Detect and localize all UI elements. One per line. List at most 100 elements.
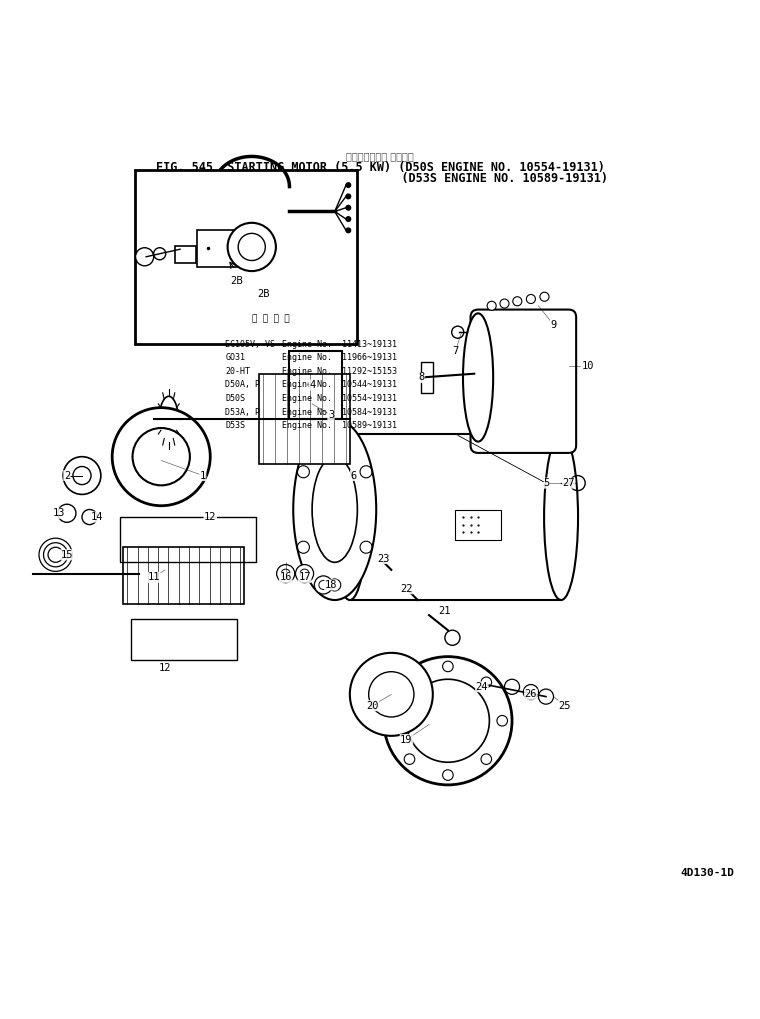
Text: 16: 16	[280, 573, 292, 583]
Circle shape	[345, 194, 351, 200]
Ellipse shape	[487, 302, 496, 311]
Ellipse shape	[540, 292, 549, 302]
Text: 17: 17	[299, 573, 311, 583]
Circle shape	[384, 656, 512, 785]
Circle shape	[538, 689, 553, 704]
Text: 25: 25	[559, 701, 571, 710]
Text: 2B: 2B	[230, 275, 243, 285]
Circle shape	[135, 248, 154, 266]
Circle shape	[481, 754, 492, 764]
Circle shape	[442, 661, 453, 672]
Text: (D53S ENGINE NO. 10589-19131): (D53S ENGINE NO. 10589-19131)	[152, 171, 608, 184]
Text: 11292~15153: 11292~15153	[342, 367, 397, 376]
Text: 10554~19131: 10554~19131	[342, 394, 397, 404]
Circle shape	[345, 182, 351, 189]
Circle shape	[112, 408, 211, 505]
Text: EC105V, VS: EC105V, VS	[225, 339, 275, 348]
Bar	[131, 619, 236, 660]
Text: Engine No.: Engine No.	[282, 367, 332, 376]
Text: Engine No.: Engine No.	[282, 339, 332, 348]
Text: 2B: 2B	[257, 289, 269, 300]
Text: 8: 8	[418, 373, 425, 382]
Text: 9: 9	[550, 320, 556, 330]
Ellipse shape	[333, 434, 367, 600]
Text: Engine No.: Engine No.	[282, 354, 332, 363]
Circle shape	[524, 685, 538, 700]
Text: Engine No.: Engine No.	[282, 408, 332, 417]
Text: スターティング モーター: スターティング モーター	[346, 151, 414, 161]
Text: 4: 4	[309, 380, 315, 390]
Bar	[198, 230, 239, 267]
Text: 20-HT: 20-HT	[225, 367, 250, 376]
Circle shape	[132, 428, 190, 485]
Bar	[350, 434, 561, 600]
Circle shape	[388, 715, 399, 726]
Text: 7: 7	[452, 346, 458, 356]
Text: 10589~19131: 10589~19131	[342, 421, 397, 430]
Text: 26: 26	[524, 689, 537, 699]
Circle shape	[345, 205, 351, 211]
Circle shape	[345, 216, 351, 222]
Text: 12: 12	[159, 663, 171, 673]
Circle shape	[227, 223, 276, 271]
Text: 18: 18	[325, 580, 337, 590]
Text: 27: 27	[562, 478, 575, 488]
Circle shape	[296, 565, 314, 583]
Bar	[123, 547, 244, 604]
Circle shape	[497, 715, 508, 726]
Circle shape	[277, 565, 295, 583]
Text: 11413~19131: 11413~19131	[342, 339, 397, 348]
Ellipse shape	[544, 434, 578, 600]
Circle shape	[345, 227, 351, 233]
Ellipse shape	[463, 314, 493, 441]
Circle shape	[63, 457, 101, 494]
Bar	[259, 374, 350, 465]
FancyBboxPatch shape	[470, 310, 576, 452]
Text: 20: 20	[366, 701, 378, 710]
Text: 10544~19131: 10544~19131	[342, 380, 397, 389]
Ellipse shape	[293, 419, 376, 600]
Text: FIG. 545  STARTING MOTOR (5.5 KW) (D50S ENGINE NO. 10554-19131): FIG. 545 STARTING MOTOR (5.5 KW) (D50S E…	[156, 161, 604, 174]
Text: 13: 13	[53, 508, 65, 519]
Circle shape	[350, 653, 432, 736]
Text: 11: 11	[147, 573, 160, 583]
Text: 5: 5	[543, 478, 549, 488]
Text: Engine No.: Engine No.	[282, 421, 332, 430]
Ellipse shape	[527, 294, 535, 304]
Text: 10584~19131: 10584~19131	[342, 408, 397, 417]
Circle shape	[481, 677, 492, 688]
Circle shape	[39, 538, 72, 572]
Bar	[120, 517, 255, 562]
Text: 6: 6	[350, 471, 356, 481]
Text: 1: 1	[200, 471, 206, 481]
Text: 12: 12	[204, 512, 217, 522]
Text: 22: 22	[401, 584, 413, 594]
Text: 15: 15	[61, 550, 73, 559]
Bar	[175, 247, 196, 263]
Text: Engine No.: Engine No.	[282, 394, 332, 404]
Text: D50A, P: D50A, P	[225, 380, 261, 389]
Circle shape	[505, 680, 520, 694]
Circle shape	[404, 677, 415, 688]
Text: 23: 23	[378, 553, 390, 564]
Ellipse shape	[513, 297, 522, 306]
Ellipse shape	[160, 396, 178, 441]
Text: 14: 14	[91, 512, 103, 522]
Bar	[455, 510, 501, 540]
Text: 11966~19131: 11966~19131	[342, 354, 397, 363]
Text: D53S: D53S	[225, 421, 245, 430]
Text: Engine No.: Engine No.	[282, 380, 332, 389]
Text: 24: 24	[476, 682, 488, 692]
Bar	[422, 363, 432, 392]
Ellipse shape	[500, 299, 509, 308]
Text: 3: 3	[328, 411, 334, 420]
Text: GO31: GO31	[225, 354, 245, 363]
Circle shape	[442, 769, 453, 781]
Text: D53A, P: D53A, P	[225, 408, 261, 417]
Text: 19: 19	[401, 735, 413, 745]
Circle shape	[404, 754, 415, 764]
Text: 2: 2	[64, 471, 70, 481]
Text: 10: 10	[581, 361, 594, 371]
Text: 適 用 車 種: 適 用 車 種	[252, 314, 290, 323]
Text: 21: 21	[438, 606, 451, 616]
